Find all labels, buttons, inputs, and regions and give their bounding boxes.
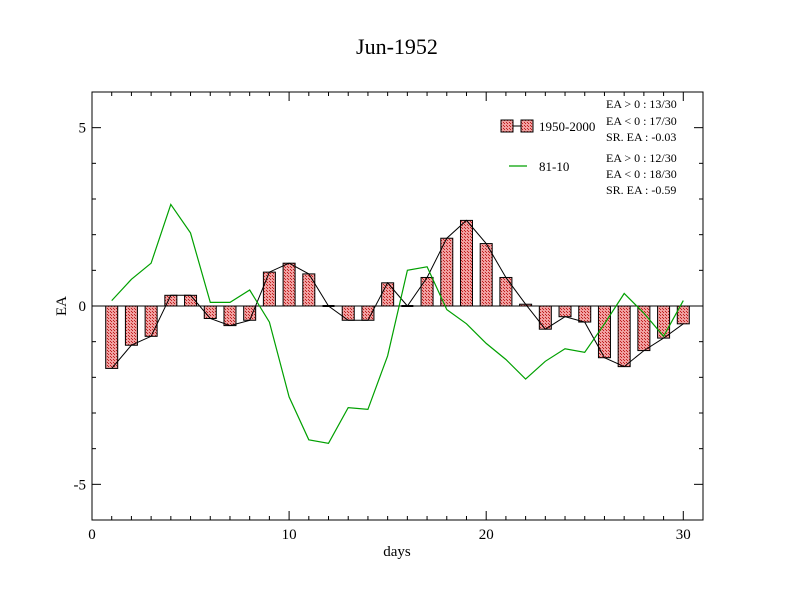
bar [262,271,276,307]
legend: 1950-2000 81-10 EA > 0 : 13/30 EA < 0 : … [500,97,677,197]
bar [203,305,217,319]
stat-line: EA < 0 : 18/30 [606,167,677,181]
legend-entry-1950-2000: 1950-2000 [500,119,595,134]
bar-series-1950-2000 [105,219,690,369]
x-axis: 0 10 20 30 [88,92,691,543]
legend-bar-swatch [520,119,534,133]
stat-line: EA > 0 : 13/30 [606,97,677,111]
bar [440,237,454,307]
bar [459,219,473,307]
bar [420,276,434,307]
legend-label-81-10: 81-10 [539,159,569,174]
x-tick-label: 0 [88,527,96,543]
bar [124,305,138,346]
bar [558,305,572,318]
bar [105,305,119,369]
x-tick-label: 10 [282,527,297,543]
y-tick-label: 0 [79,299,87,315]
stat-line: EA > 0 : 12/30 [606,151,677,165]
bar [144,305,158,337]
legend-entry-81-10: 81-10 [509,159,569,174]
bar-series-line [111,219,684,369]
bar [538,305,552,330]
x-tick-label: 20 [479,527,494,543]
bar [381,282,395,307]
bar [578,305,592,323]
y-tick-label: -5 [74,477,87,493]
x-axis-label: days [383,544,411,560]
stats-1950-2000: EA > 0 : 13/30 EA < 0 : 17/30 SR. EA : -… [606,97,677,144]
bar [479,243,493,307]
stat-line: EA < 0 : 17/30 [606,114,677,128]
bar [341,305,355,321]
legend-label-1950-2000: 1950-2000 [539,119,595,134]
bar [617,305,631,368]
stat-line: SR. EA : -0.03 [606,130,676,144]
stat-line: SR. EA : -0.59 [606,183,676,197]
legend-bar-swatch [500,119,514,133]
line-layer [111,203,684,444]
y-axis: -5 0 5 [74,121,703,493]
bar [302,273,316,307]
bar [223,305,237,327]
bar [499,276,513,307]
stats-81-10: EA > 0 : 12/30 EA < 0 : 18/30 SR. EA : -… [606,151,677,197]
bar [657,305,671,339]
bar [243,305,257,321]
x-tick-label: 30 [676,527,691,543]
line-series-81-10 [111,203,684,444]
chart-title: Jun-1952 [356,34,438,59]
bar [282,262,296,307]
y-tick-label: 5 [79,121,87,137]
y-axis-label: EA [54,296,70,316]
